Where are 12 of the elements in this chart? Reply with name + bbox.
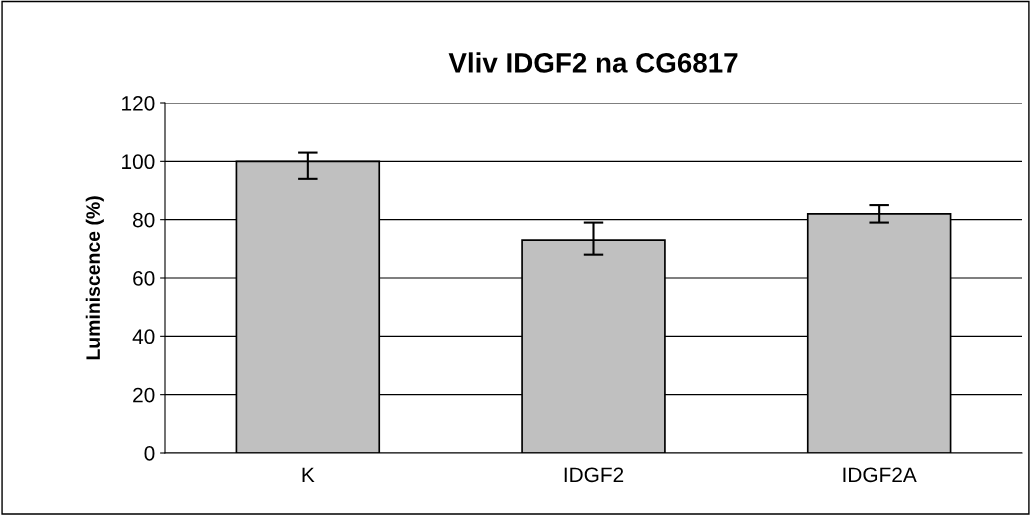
x-tick-label: IDGF2A [843,467,917,483]
y-tick-label: 80 [133,212,155,228]
y-tick-label: 100 [122,154,155,170]
y-tick-label: 60 [133,271,155,286]
y-tick-label: 120 [122,96,155,111]
chart-title: Vliv IDGF2 na CG6817 [448,52,738,73]
y-tick-label: 40 [132,329,155,345]
x-tick-label: IDGF2 [564,467,624,483]
y-tick-label: 20 [133,387,155,403]
x-tick-label: K [302,467,315,482]
y-axis-title: Luminiscence (%) [85,196,104,360]
y-tick-label: 0 [144,446,155,461]
